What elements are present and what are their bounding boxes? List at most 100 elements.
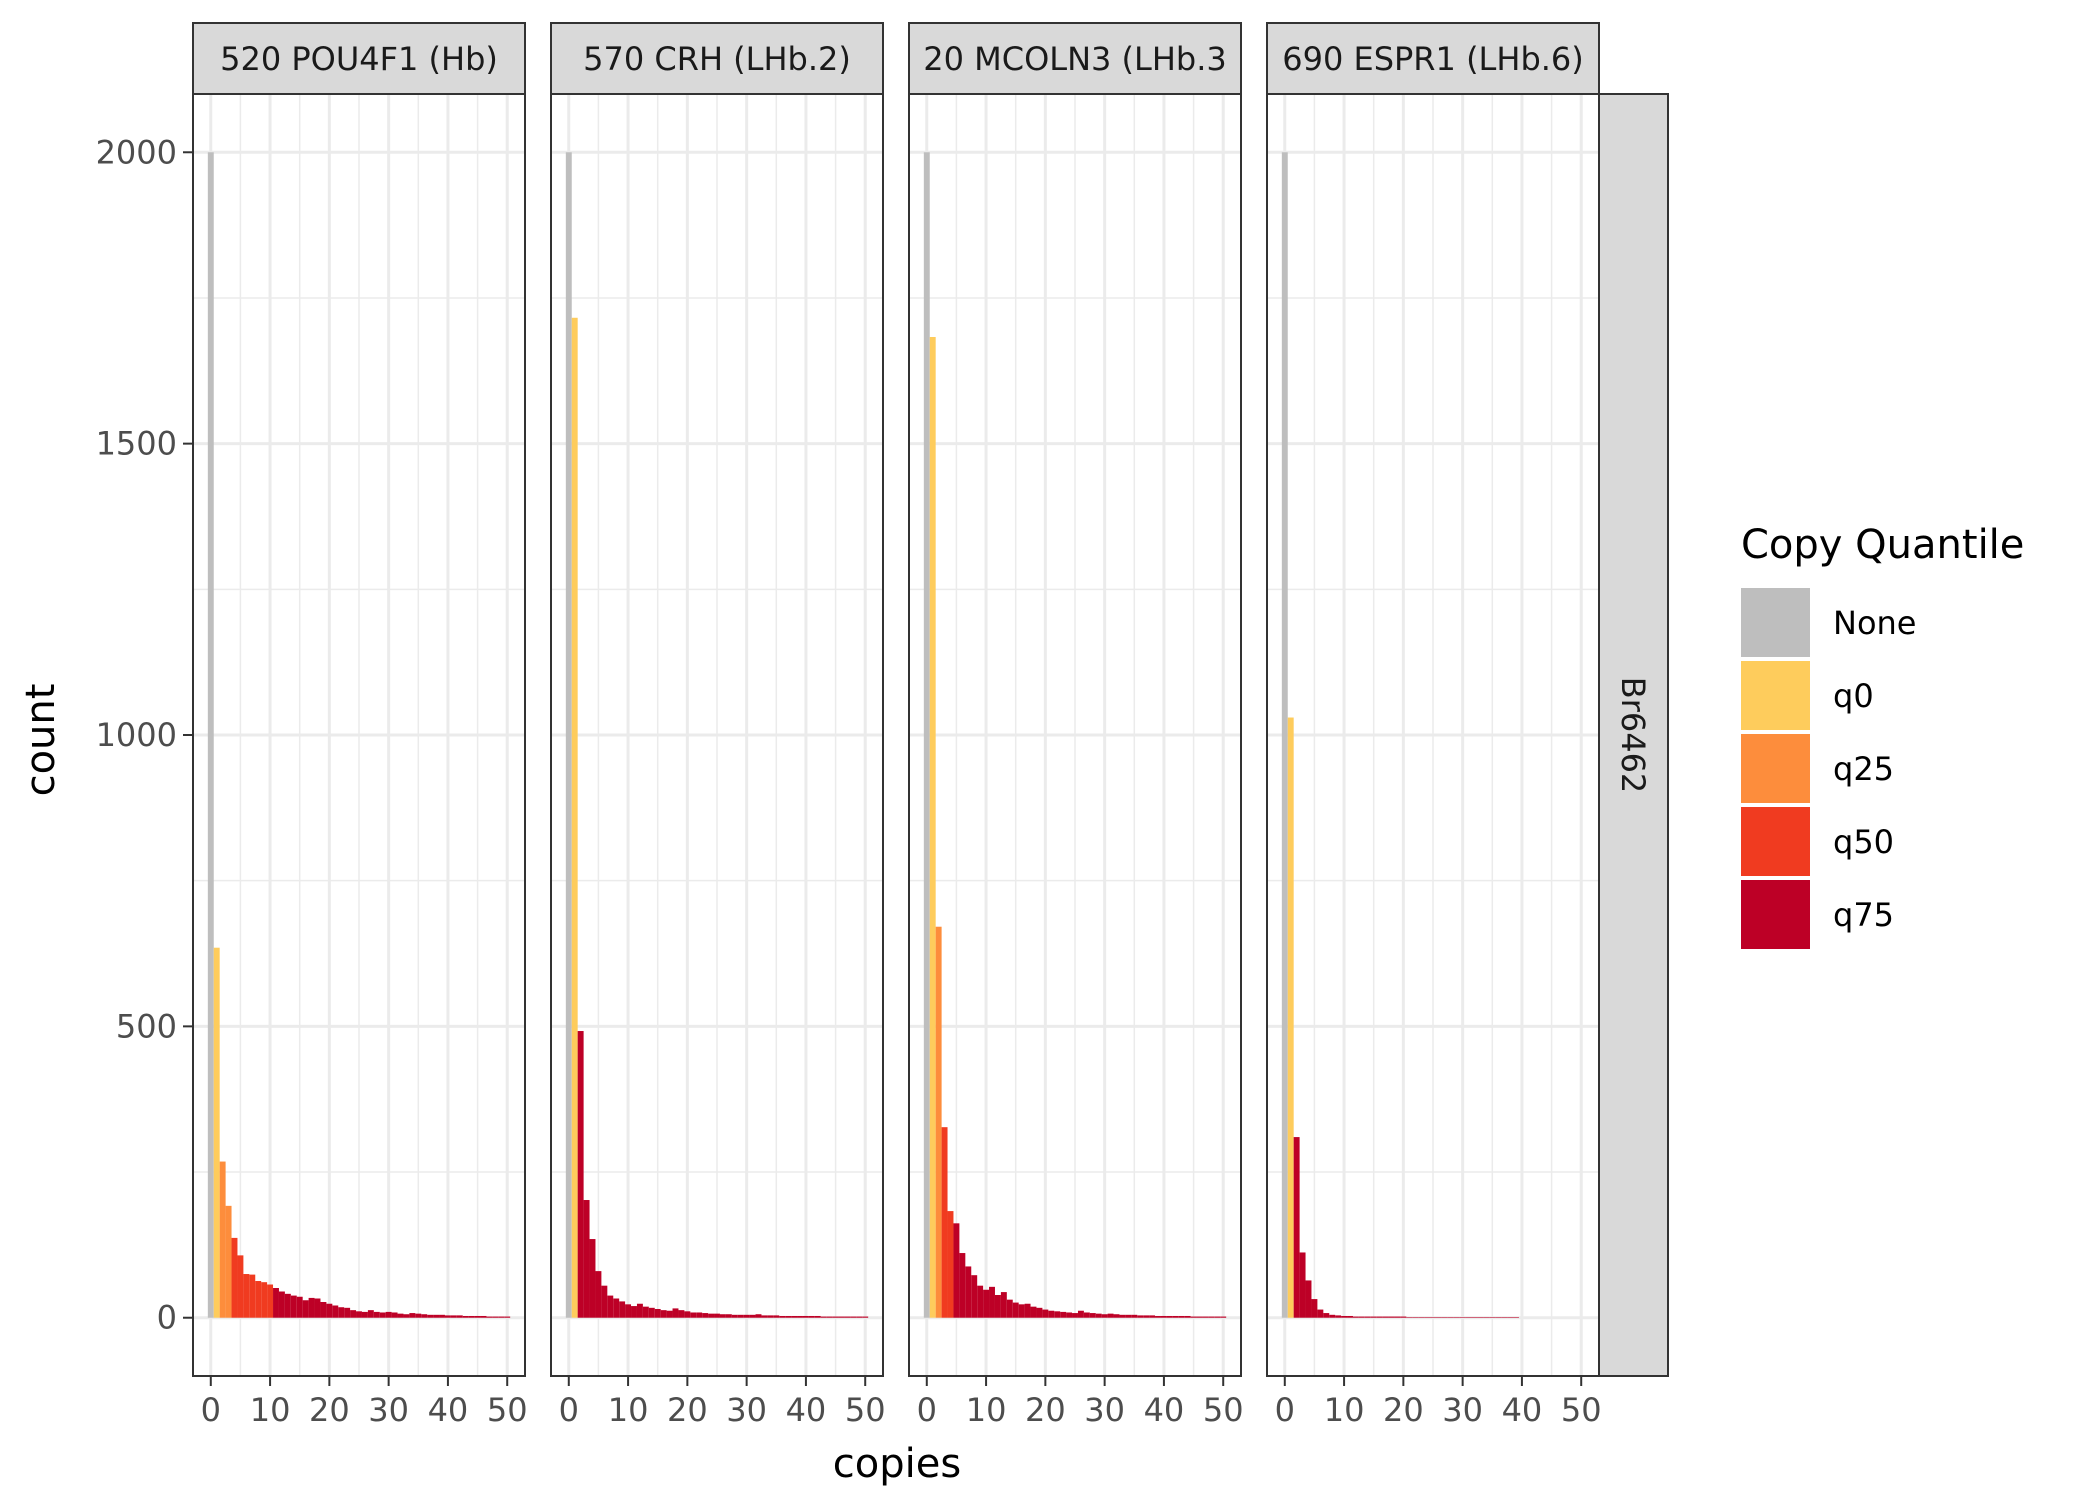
x-tick-label: 10 [608, 1391, 649, 1429]
histogram-bar [1196, 1316, 1203, 1318]
histogram-bar [1012, 1302, 1019, 1318]
histogram-bar [1388, 1316, 1395, 1318]
legend-label: q75 [1833, 896, 1894, 934]
x-tick-label: 10 [966, 1391, 1007, 1429]
histogram-bar [314, 1298, 321, 1318]
legend-key [1741, 880, 1810, 949]
histogram-bar [1424, 1317, 1431, 1318]
histogram-bar [619, 1301, 626, 1318]
x-tick-label: 30 [726, 1391, 767, 1429]
histogram-bar [1299, 1252, 1306, 1318]
histogram-bar [749, 1314, 756, 1318]
histogram-bar [1208, 1316, 1215, 1318]
histogram-bar [856, 1316, 863, 1318]
histogram-bar [1131, 1314, 1138, 1318]
facet-panel: 20 MCOLN3 (LHb.3 0 10 20 30 40 50 [908, 22, 1244, 1429]
x-tick-label: 40 [1144, 1391, 1185, 1429]
histogram-bar [678, 1310, 685, 1318]
histogram-bar [249, 1274, 256, 1318]
histogram-bar [714, 1313, 720, 1318]
y-axis: 0 500 1000 1500 2000 [96, 133, 193, 1337]
histogram-bar [296, 1296, 303, 1318]
facet-strip-label: 520 POU4F1 (Hb) [220, 40, 498, 78]
legend-label: q25 [1833, 750, 1894, 788]
histogram-bar [1166, 1315, 1173, 1318]
histogram-bar [367, 1310, 374, 1318]
histogram-bar [636, 1303, 643, 1318]
x-tick-label: 20 [1025, 1391, 1066, 1429]
histogram-bar [1072, 1313, 1078, 1318]
histogram-bar [379, 1312, 386, 1318]
histogram-bar [1394, 1316, 1401, 1318]
histogram-bar [708, 1313, 715, 1318]
histogram-bar [1483, 1317, 1490, 1318]
histogram-bar [350, 1310, 357, 1318]
legend-key [1741, 588, 1810, 657]
x-tick-label: 0 [559, 1391, 579, 1429]
histogram-bar [302, 1300, 309, 1318]
histogram-bar [1347, 1315, 1353, 1318]
histogram-bar [1364, 1316, 1371, 1318]
histogram-bar [862, 1316, 869, 1318]
histogram-bar [1036, 1307, 1043, 1318]
histogram-bar [1471, 1317, 1478, 1318]
histogram-bar [1178, 1315, 1185, 1318]
histogram-bar [1507, 1317, 1514, 1318]
histogram-bar [1077, 1310, 1084, 1318]
x-axis-title: copies [833, 1441, 961, 1487]
histogram-bar [338, 1307, 345, 1318]
histogram-bar [1370, 1316, 1377, 1318]
histogram-bar [1042, 1309, 1049, 1318]
facet-strip [1266, 22, 1600, 95]
histogram-bar [983, 1289, 990, 1318]
histogram-bar [779, 1315, 786, 1318]
histogram-bar [320, 1301, 327, 1318]
legend-title: Copy Quantile [1741, 522, 2024, 568]
histogram-bar [660, 1310, 667, 1318]
histogram-bar [1202, 1316, 1209, 1318]
histogram-bar [1066, 1312, 1073, 1318]
histogram-bar [1220, 1316, 1227, 1318]
histogram-bar [504, 1316, 511, 1318]
histogram-bar [965, 1266, 972, 1318]
histogram-bar [207, 152, 214, 1318]
histogram-bar [308, 1297, 315, 1318]
histogram-bar [1030, 1306, 1037, 1318]
histogram-bar [1453, 1317, 1460, 1318]
histogram-bar [1149, 1315, 1156, 1318]
x-tick-label: 10 [250, 1391, 291, 1429]
histogram-bar [1083, 1312, 1090, 1318]
row-strip: Br6462 [1598, 93, 1669, 1377]
histogram-bar [1418, 1317, 1425, 1318]
histogram-bar [773, 1315, 780, 1318]
histogram-bar [1382, 1316, 1389, 1318]
legend-label: q50 [1833, 823, 1894, 861]
y-axis-title: count [18, 684, 64, 797]
histogram-bar [1495, 1317, 1502, 1318]
histogram-bar [719, 1314, 726, 1318]
histogram-bar [397, 1313, 404, 1318]
histogram-bar [625, 1304, 632, 1318]
facet-strip-label: 20 MCOLN3 (LHb.3 [923, 40, 1227, 78]
legend: Copy Quantile None q0 q25 q50 q75 [1741, 522, 2024, 949]
histogram-bar [1018, 1304, 1025, 1318]
histogram-bar [755, 1314, 762, 1318]
histogram-bar [344, 1307, 351, 1318]
histogram-bar [935, 926, 942, 1318]
histogram-bar [565, 152, 572, 1318]
histogram-bar [1341, 1315, 1348, 1318]
histogram-bar [1323, 1313, 1330, 1318]
histogram-bar [797, 1315, 803, 1318]
x-tick-label: 40 [1502, 1391, 1543, 1429]
histogram-bar [1160, 1315, 1167, 1318]
histogram-bar [672, 1308, 679, 1318]
histogram-bar [989, 1286, 995, 1318]
histogram-bar [1501, 1317, 1508, 1318]
facet-panel: 520 POU4F1 (Hb) 0 10 20 30 40 50 [192, 22, 528, 1429]
histogram-bar [767, 1315, 774, 1318]
histogram-bar [631, 1306, 637, 1318]
histogram-bar [498, 1316, 505, 1318]
x-tick-label: 10 [1324, 1391, 1365, 1429]
histogram-bar [492, 1316, 499, 1318]
histogram-bar [1400, 1316, 1407, 1318]
